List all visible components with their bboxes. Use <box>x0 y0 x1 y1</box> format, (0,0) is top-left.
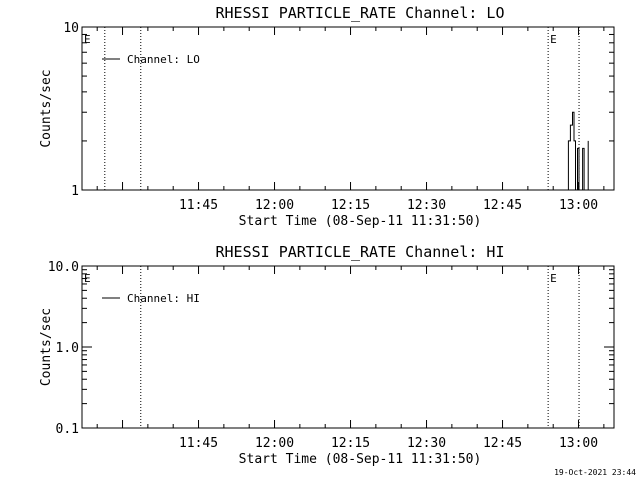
chart-title: RHESSI PARTICLE_RATE Channel: LO <box>216 4 505 22</box>
event-mark: E <box>84 272 91 285</box>
y-tick-label: 10 <box>63 21 79 36</box>
y-tick-label: 0.1 <box>56 422 79 437</box>
x-tick-label: 12:45 <box>483 198 522 213</box>
panel-hi: RHESSI PARTICLE_RATE Channel: HI 11:45 12:… <box>39 243 615 467</box>
event-mark: E <box>550 272 557 285</box>
panel-lo: RHESSI PARTICLE_RATE Channel: LO 11:45 12:… <box>39 4 615 229</box>
chart-title: RHESSI PARTICLE_RATE Channel: HI <box>216 243 505 261</box>
y-axis-label: Counts/sec <box>39 69 54 147</box>
x-axis-label: Start Time (08-Sep-11 11:31:50) <box>239 452 482 467</box>
y-tick-label: 10.0 <box>48 260 79 275</box>
x-tick-label: 11:45 <box>179 436 218 451</box>
footer-timestamp: 19-Oct-2021 23:44 <box>554 468 636 477</box>
x-tick-label: 12:15 <box>331 198 370 213</box>
series-line <box>567 111 589 191</box>
x-tick-label: 13:00 <box>559 436 598 451</box>
y-tick-label: 1.0 <box>56 341 79 356</box>
x-axis-label: Start Time (08-Sep-11 11:31:50) <box>239 214 482 229</box>
x-tick-label: 12:45 <box>483 436 522 451</box>
plot-frame <box>81 26 615 191</box>
event-mark: E <box>84 33 91 46</box>
x-tick-label: 12:30 <box>407 436 446 451</box>
x-tick-label: 12:00 <box>255 436 294 451</box>
x-tick-label: 12:15 <box>331 436 370 451</box>
plot-frame <box>81 265 615 429</box>
y-axis-label: Counts/sec <box>39 308 54 386</box>
x-tick-label: 12:30 <box>407 198 446 213</box>
x-tick-label: 13:00 <box>559 198 598 213</box>
legend-label: Channel: HI <box>127 292 200 305</box>
event-mark: E <box>550 33 557 46</box>
y-tick-label: 1 <box>71 184 79 199</box>
x-tick-label: 11:45 <box>179 198 218 213</box>
x-tick-label: 12:00 <box>255 198 294 213</box>
legend-label: Channel: LO <box>127 53 200 66</box>
